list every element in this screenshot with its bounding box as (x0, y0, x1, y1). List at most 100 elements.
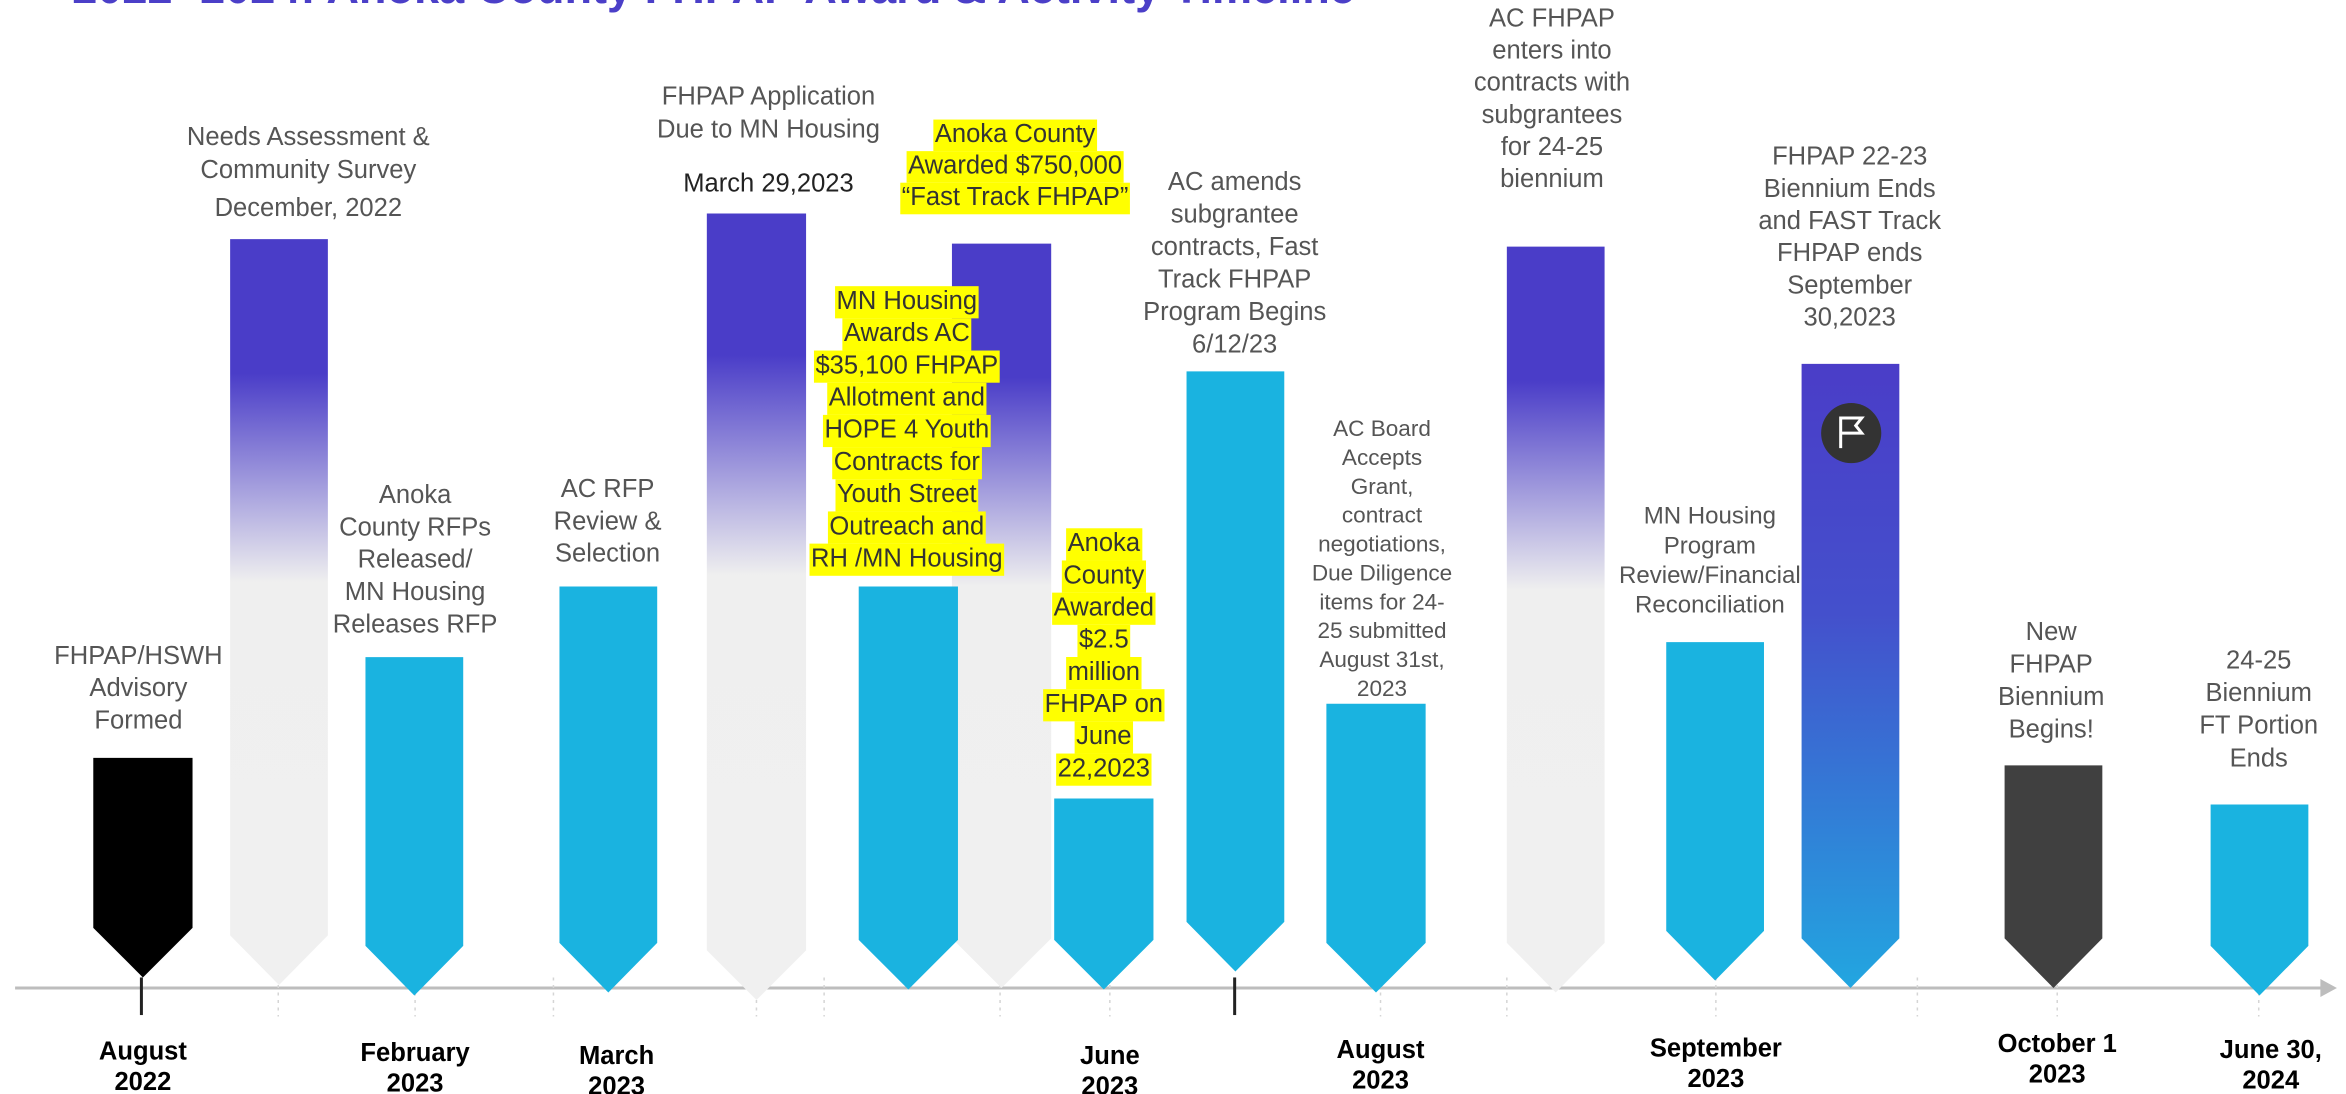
highlight (1066, 528, 1143, 561)
event-label: negotiations, (1318, 532, 1446, 557)
date-label: February (360, 1039, 470, 1067)
highlight (906, 151, 1124, 183)
event-label: Ends (2230, 744, 2288, 772)
event-label: $2.5 (1079, 626, 1129, 654)
event-label: Biennium (2205, 679, 2312, 707)
highlight (933, 119, 1098, 152)
event-bar (559, 586, 658, 993)
event-label: contracts, Fast (1151, 233, 1319, 261)
highlight (1077, 624, 1131, 658)
event-label: New (2026, 618, 2078, 646)
date-label: 2022 (114, 1068, 171, 1094)
date-label: June (1080, 1042, 1140, 1070)
event-label: Begins! (2009, 716, 2094, 744)
event-label: 6/12/23 (1192, 331, 1277, 359)
date-label: August (99, 1037, 187, 1065)
event-label: County RFPs (339, 513, 491, 541)
axis-arrow (2320, 978, 2337, 998)
event-label: AC FHPAP (1489, 4, 1615, 32)
highlight (835, 286, 979, 319)
event-label: AC Board (1333, 416, 1431, 441)
event-label: HOPE 4 Youth (824, 416, 989, 444)
event-label: Due to MN Housing (657, 116, 880, 144)
event-label: subgrantees (1482, 101, 1623, 129)
date-label: 2023 (1352, 1067, 1409, 1094)
highlight (1043, 689, 1165, 722)
event-label: Youth Street (837, 480, 977, 508)
highlight (835, 479, 979, 512)
event-label: FT Portion (2199, 712, 2318, 740)
date-label: June 30, (2220, 1036, 2322, 1064)
date-label: 2023 (2029, 1061, 2086, 1089)
date-label: August (1337, 1036, 1425, 1064)
event-label: Track FHPAP (1158, 266, 1311, 294)
event-label: enters into (1492, 36, 1611, 64)
date-label: 2023 (1687, 1065, 1744, 1093)
event-label: Awarded (1054, 593, 1154, 621)
event-bar (2004, 765, 2103, 988)
event-label: FHPAP Application (662, 82, 875, 110)
event-bar (1801, 363, 1900, 988)
highlight (1074, 721, 1134, 754)
event-label: items for 24- (1319, 589, 1444, 614)
event-label: Due Diligence (1312, 560, 1452, 585)
highlight (1052, 592, 1156, 625)
date-label: September (1650, 1034, 1782, 1062)
event-label: Formed (94, 707, 182, 735)
event-label: 25 submitted (1317, 618, 1446, 643)
event-bar (1506, 246, 1605, 993)
highlight (827, 511, 986, 544)
event-label: Awards AC (844, 319, 970, 347)
event-bar (230, 239, 328, 985)
event-label: RH /MN Housing (811, 544, 1003, 572)
event-bar (93, 757, 193, 978)
event-bar (858, 586, 958, 990)
event-bar (2210, 804, 2309, 996)
event-label: and FAST Track (1758, 207, 1941, 235)
event-label: Grant, (1351, 474, 1414, 499)
highlight (900, 182, 1130, 215)
event-label: Outreach and (829, 512, 984, 540)
event-label: Selection (555, 540, 660, 568)
event-label: Review/Financial (1619, 562, 1801, 589)
event-label: 30,2023 (1804, 304, 1896, 332)
event-bar (1054, 798, 1154, 990)
date-label: 2023 (588, 1073, 645, 1094)
event-label: Biennium (1998, 683, 2105, 711)
date-label: 2024 (2242, 1067, 2300, 1094)
highlight (827, 382, 987, 415)
highlight (1066, 657, 1142, 690)
title: 2022- 2024: Anoka County FHPAP Award & A… (72, 0, 1355, 13)
event-label: Reconciliation (1635, 592, 1785, 619)
event-label: Anoka (379, 481, 452, 509)
event-label: Needs Assessment & (187, 123, 430, 151)
event-label: FHPAP/HSWH (54, 642, 222, 670)
event-label: 24-25 (2226, 646, 2291, 674)
event-bar (1326, 703, 1426, 993)
highlight (809, 543, 1005, 576)
event-label: Awarded $750,000 (908, 152, 1122, 180)
highlight (1056, 753, 1152, 786)
event-label: Community Survey (200, 156, 416, 184)
highlight (822, 414, 991, 448)
event-date: March 29,2023 (683, 170, 853, 198)
event-label: MN Housing (837, 287, 978, 315)
date-label: 2023 (387, 1070, 444, 1094)
event-label: Releases RFP (333, 610, 498, 638)
event-label: million (1068, 658, 1140, 686)
event-label: Biennium Ends (1764, 175, 1936, 203)
event-label: Review & (554, 507, 662, 535)
event-label: biennium (1500, 165, 1604, 193)
event-label: FHPAP on (1045, 690, 1163, 718)
event-label: 22,2023 (1058, 754, 1150, 782)
event-label: for 24-25 (1501, 133, 1603, 161)
event-label: FHPAP 22-23 (1772, 143, 1927, 171)
event-label: AC RFP (561, 475, 655, 503)
event-label: FHPAP ends (1777, 239, 1922, 267)
event-label: contracts with (1474, 69, 1630, 97)
event-label: MN Housing (1644, 503, 1776, 530)
event-label: “Fast Track FHPAP” (902, 183, 1129, 211)
date-label: October 1 (1998, 1030, 2117, 1058)
event-bar (365, 657, 464, 996)
